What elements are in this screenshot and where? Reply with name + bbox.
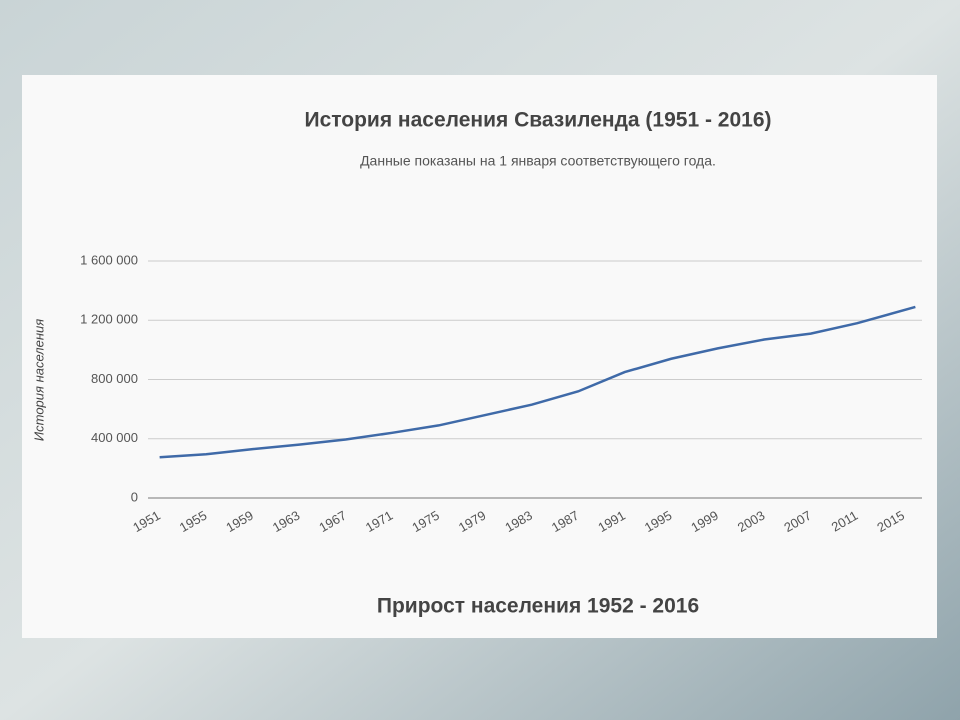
y-tick-label: 1 200 000: [80, 312, 138, 327]
y-tick-label: 1 600 000: [80, 252, 138, 267]
y-axis-label: История населения: [31, 319, 46, 441]
chart-panel: [22, 75, 937, 638]
y-tick-label: 400 000: [91, 430, 138, 445]
footer-text: Прирост населения 1952 - 2016: [377, 595, 699, 618]
chart-subtitle: Данные показаны на 1 января соответствую…: [360, 153, 716, 169]
y-tick-label: 0: [131, 489, 138, 504]
data-line: [159, 305, 916, 459]
chart-title: История населения Свазиленда (1951 - 201…: [304, 109, 771, 132]
y-tick-label: 800 000: [91, 371, 138, 386]
